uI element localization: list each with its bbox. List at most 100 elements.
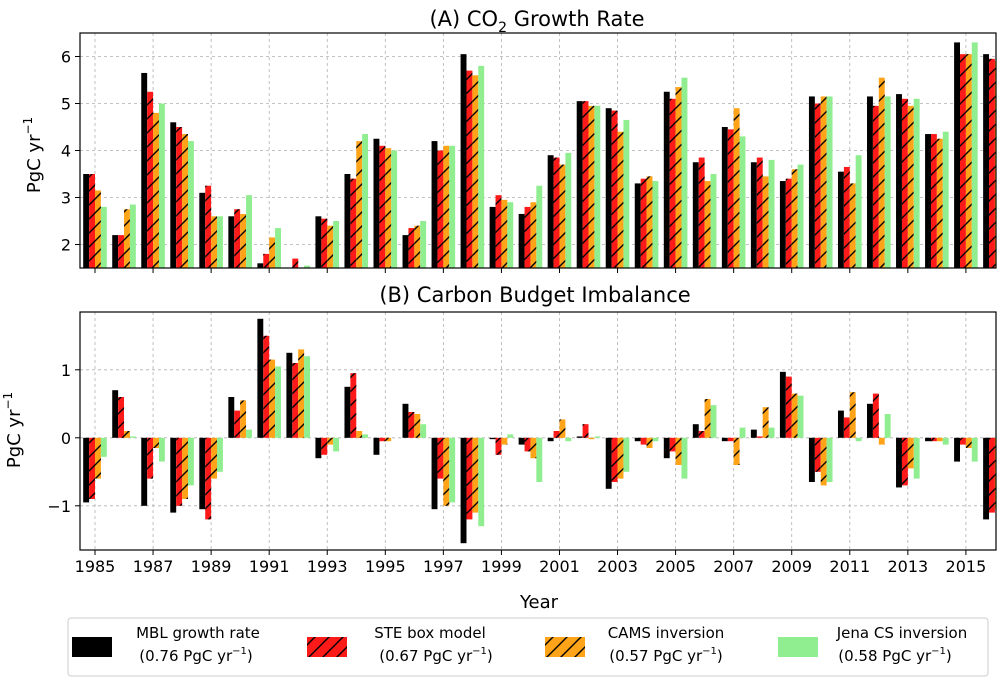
- bar-jena-2009: [797, 164, 804, 268]
- bar-hatch-cams-2013: [907, 105, 914, 268]
- bar-hatch-cams-1988: [182, 437, 188, 499]
- bar-hatch-cams-2015: [965, 437, 972, 448]
- bar-jena-2013: [913, 98, 920, 268]
- bar-hatch-cams-1989: [211, 437, 218, 479]
- bar-mbl-2006: [692, 424, 699, 438]
- bar-hatch-cams-1992: [298, 349, 305, 438]
- bar-jena-2004: [652, 437, 659, 442]
- x-axis-label: Year: [519, 592, 559, 613]
- bar-hatch-ste-2006: [698, 431, 705, 438]
- bar-mbl-1993: [315, 437, 322, 459]
- bar-jena-2006: [710, 174, 717, 268]
- y-tick-label: 2: [61, 236, 71, 255]
- bar-hatch-cams-1991: [269, 237, 276, 268]
- bar-mbl-1986: [112, 235, 119, 268]
- legend-label-cams: CAMS inversion: [608, 624, 725, 642]
- bar-jena-2015: [971, 437, 978, 462]
- bars-a: [83, 42, 996, 268]
- bar-hatch-cams-1991: [269, 359, 276, 438]
- bar-mbl-2013: [896, 94, 902, 268]
- bar-hatch-ste-1993: [321, 218, 328, 268]
- bar-mbl-1996: [402, 403, 409, 438]
- bar-hatch-ste-2015: [960, 437, 966, 445]
- legend-label-jena: Jena CS inversion: [836, 624, 968, 642]
- bar-mbl-1991: [257, 263, 264, 268]
- y-tick-label: 0: [61, 429, 71, 448]
- bar-mbl-2004: [634, 437, 641, 442]
- bar-hatch-cams-1987: [153, 112, 159, 268]
- bar-mbl-1994: [344, 174, 351, 268]
- bar-jena-2001: [565, 437, 572, 442]
- bar-mbl-2005: [663, 91, 670, 268]
- bar-hatch-cams-1990: [240, 213, 247, 268]
- bar-mbl-1989: [199, 192, 206, 268]
- bar-mbl-2002: [576, 436, 583, 438]
- bar-hatch-cams-2001: [559, 164, 566, 268]
- bar-hatch-ste-1992: [292, 363, 299, 438]
- bar-mbl-1987: [141, 72, 148, 268]
- bar-hatch-cams-1986: [124, 431, 130, 438]
- bar-hatch-ste-1986: [118, 397, 125, 438]
- bar-hatch-cams-2004: [646, 437, 653, 448]
- bar-mbl-2015: [954, 437, 960, 462]
- bar-hatch-cams-2010: [820, 96, 827, 268]
- bar-jena-2014: [942, 131, 949, 268]
- bar-jena-1998: [478, 65, 485, 268]
- bar-jena-2004: [652, 181, 659, 268]
- bar-mbl-1986: [112, 390, 119, 438]
- bar-hatch-ste-2011: [843, 417, 850, 438]
- bar-mbl-2001: [547, 155, 554, 268]
- legend-hatch-cams: [545, 637, 585, 657]
- bar-mbl-2006: [692, 162, 699, 268]
- bar-jena-1992: [304, 265, 311, 268]
- bar-mbl-1999: [489, 206, 496, 268]
- x-tick-label: 2013: [887, 557, 928, 576]
- x-tick-label: 1989: [191, 557, 232, 576]
- bar-hatch-cams-1995: [385, 148, 392, 268]
- bar-jena-1986: [129, 204, 136, 268]
- y-tick-label: −1: [47, 497, 71, 516]
- bar-jena-2014: [942, 437, 949, 445]
- bar-hatch-cams-2002: [588, 437, 595, 440]
- bar-jena-2013: [913, 437, 920, 479]
- bar-mbl-1985: [83, 174, 90, 268]
- x-tick-label: 2005: [655, 557, 696, 576]
- bar-mbl-2004: [634, 183, 641, 268]
- bar-hatch-ste-1997: [437, 150, 444, 268]
- bar-hatch-ste-2013: [901, 437, 908, 486]
- bar-jena-2011: [855, 437, 862, 442]
- bar-mbl-2010: [808, 96, 815, 268]
- bar-mbl-1992: [286, 352, 293, 438]
- bar-mbl-2014: [925, 437, 931, 442]
- bar-mbl-2009: [779, 181, 786, 268]
- bar-hatch-cams-1997: [443, 145, 450, 268]
- bar-hatch-cams-2008: [762, 176, 769, 268]
- bar-hatch-ste-1990: [234, 410, 241, 438]
- bar-jena-2000: [536, 185, 543, 268]
- bar-jena-2011: [855, 155, 862, 268]
- bar-jena-2005: [681, 77, 688, 268]
- bar-mbl-2014: [925, 134, 931, 268]
- bar-jena-2005: [681, 437, 688, 479]
- bar-hatch-ste-2009: [785, 376, 792, 438]
- bar-hatch-cams-2002: [588, 105, 595, 268]
- bar-hatch-ste-1991: [263, 335, 270, 438]
- panel-b-ylabel: PgC yr−1: [1, 392, 25, 468]
- bar-hatch-cams-2012: [878, 437, 885, 445]
- y-tick-label: 6: [61, 48, 71, 67]
- x-tick-label: 1985: [75, 557, 116, 576]
- bar-hatch-cams-1999: [501, 437, 508, 445]
- bar-jena-1993: [333, 221, 340, 268]
- bar-hatch-cams-1998: [472, 75, 479, 268]
- bar-hatch-cams-2011: [849, 183, 856, 268]
- bar-jena-1997: [449, 437, 456, 503]
- bar-hatch-cams-1998: [472, 437, 479, 513]
- bar-jena-2001: [565, 152, 572, 268]
- bar-jena-1990: [246, 195, 252, 268]
- x-tick-label: 1987: [133, 557, 174, 576]
- bar-hatch-ste-1996: [408, 228, 415, 268]
- bar-mbl-1990: [228, 397, 235, 438]
- bar-jena-1996: [420, 424, 427, 438]
- bar-hatch-ste-2007: [727, 129, 734, 268]
- bar-hatch-ste-1998: [466, 437, 473, 520]
